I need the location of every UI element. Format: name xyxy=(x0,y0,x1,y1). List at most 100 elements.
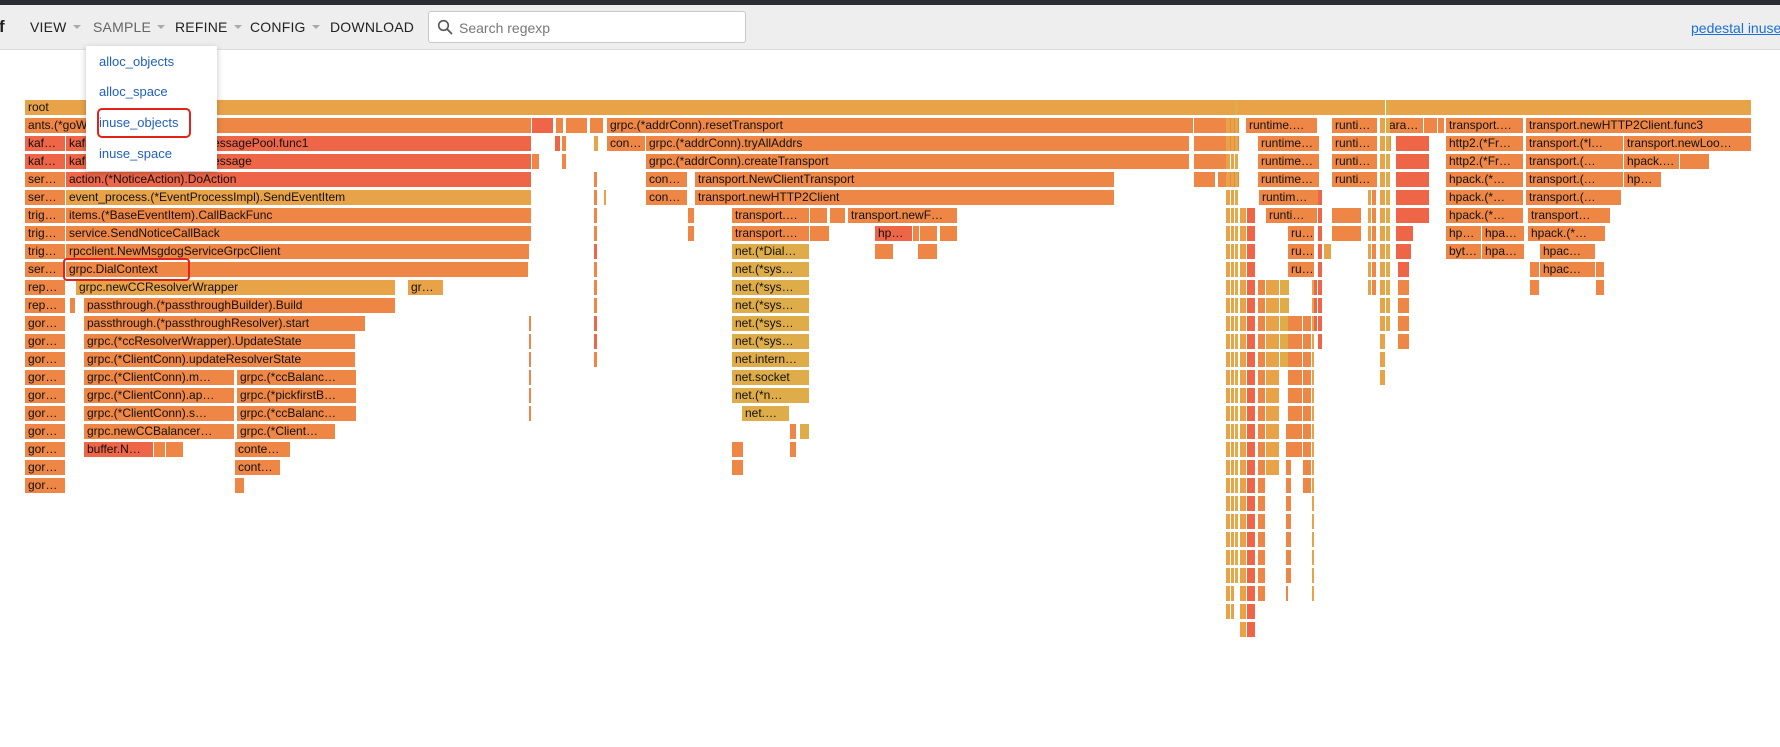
flame-frame[interactable] xyxy=(1303,424,1312,440)
flame-frame[interactable] xyxy=(1386,316,1390,332)
flame-frame[interactable]: transport.… xyxy=(732,208,810,224)
flame-frame[interactable] xyxy=(70,298,76,314)
flame-frame[interactable]: buffer.N… xyxy=(84,442,154,458)
flame-frame[interactable] xyxy=(1235,280,1238,296)
flame-frame[interactable] xyxy=(1318,334,1322,350)
flame-frame[interactable] xyxy=(1286,424,1288,440)
flame-frame[interactable] xyxy=(1288,442,1303,458)
flame-frame[interactable] xyxy=(1247,424,1256,440)
flame-frame[interactable] xyxy=(1312,532,1314,548)
flame-frame[interactable] xyxy=(1235,100,1238,116)
flame-frame[interactable] xyxy=(1226,262,1230,278)
menu-sample[interactable]: SAMPLE xyxy=(93,19,165,35)
flame-frame[interactable] xyxy=(1312,478,1314,494)
flame-frame[interactable] xyxy=(1231,136,1234,152)
flame-frame[interactable] xyxy=(1226,136,1230,152)
flame-frame[interactable]: ser… xyxy=(25,262,66,278)
flame-frame[interactable] xyxy=(1318,280,1322,296)
flame-frame[interactable] xyxy=(1226,388,1230,404)
flame-frame[interactable] xyxy=(1231,172,1234,188)
flame-frame[interactable]: service.SendNoticeCallBack xyxy=(66,226,532,242)
flame-frame[interactable] xyxy=(1240,550,1247,566)
flame-frame[interactable] xyxy=(1247,370,1256,386)
flame-frame[interactable] xyxy=(732,460,744,476)
flame-frame[interactable] xyxy=(1368,280,1371,296)
flame-frame[interactable] xyxy=(1231,154,1234,170)
flame-frame[interactable] xyxy=(1258,550,1266,566)
flame-frame[interactable] xyxy=(1286,568,1288,584)
flame-frame[interactable]: hp… xyxy=(1624,172,1662,188)
flame-frame[interactable] xyxy=(1231,442,1234,458)
flame-frame[interactable] xyxy=(594,244,597,260)
sample-option-inuse-objects[interactable]: inuse_objects xyxy=(99,115,179,130)
flame-frame[interactable] xyxy=(1398,262,1410,278)
flame-frame[interactable] xyxy=(1235,550,1238,566)
flame-frame[interactable] xyxy=(166,442,184,458)
flame-frame[interactable] xyxy=(1240,424,1247,440)
flame-frame[interactable]: gor… xyxy=(25,442,66,458)
flame-frame[interactable] xyxy=(1266,316,1280,332)
flame-frame[interactable]: net.(*sys… xyxy=(732,280,810,296)
flame-frame[interactable] xyxy=(1247,208,1256,224)
flame-frame[interactable] xyxy=(1240,370,1247,386)
flame-frame[interactable] xyxy=(1303,334,1312,350)
flame-frame[interactable]: gor… xyxy=(25,352,66,368)
flame-frame[interactable]: runtime.… xyxy=(1246,118,1318,134)
search-input[interactable] xyxy=(457,16,741,40)
flame-frame[interactable] xyxy=(1380,370,1386,386)
flame-frame[interactable]: transport.(… xyxy=(1526,190,1622,206)
flame-frame[interactable] xyxy=(1235,532,1238,548)
flame-frame[interactable]: gor… xyxy=(25,406,66,422)
flame-frame[interactable]: rep… xyxy=(25,280,66,296)
flame-frame[interactable]: gor… xyxy=(25,370,66,386)
flame-frame[interactable]: http2.(*Fr… xyxy=(1446,154,1524,170)
flame-frame[interactable] xyxy=(1226,190,1230,206)
flame-frame[interactable]: conte… xyxy=(235,442,291,458)
flame-frame[interactable] xyxy=(594,280,597,296)
search-box[interactable] xyxy=(428,11,746,43)
flame-frame[interactable]: runti… xyxy=(1332,154,1378,170)
flame-frame[interactable] xyxy=(1318,208,1322,224)
flame-frame[interactable]: grpc.(*ClientConn).m… xyxy=(84,370,235,386)
flame-frame[interactable] xyxy=(1226,532,1230,548)
flame-frame[interactable] xyxy=(1240,442,1247,458)
flame-frame[interactable] xyxy=(1235,370,1238,386)
flame-frame[interactable] xyxy=(1288,424,1303,440)
flame-frame[interactable] xyxy=(1440,118,1444,134)
flame-frame[interactable] xyxy=(1231,424,1234,440)
flame-frame[interactable]: ser… xyxy=(25,190,66,206)
flame-frame[interactable] xyxy=(532,154,540,170)
flame-frame[interactable]: gr… xyxy=(408,280,444,296)
flame-frame[interactable] xyxy=(1266,442,1280,458)
flame-frame[interactable] xyxy=(1380,334,1386,350)
flame-frame[interactable] xyxy=(1247,388,1256,404)
flame-frame[interactable] xyxy=(1288,370,1303,386)
flame-frame[interactable] xyxy=(1318,244,1322,260)
flame-frame[interactable]: net.(*Dial… xyxy=(732,244,810,260)
flame-frame[interactable] xyxy=(1530,280,1540,296)
flame-frame[interactable]: ser… xyxy=(25,172,66,188)
menu-config[interactable]: CONFIG xyxy=(250,19,320,35)
flame-frame[interactable]: grpc.(*ccBalanc… xyxy=(237,370,357,386)
flame-frame[interactable] xyxy=(1235,424,1238,440)
flame-frame[interactable]: grpc.(*ClientConn).updateResolverState xyxy=(84,352,356,368)
flame-frame[interactable] xyxy=(875,244,894,260)
flame-frame[interactable] xyxy=(1258,388,1266,404)
flame-frame[interactable]: grpc.(*Client… xyxy=(237,424,336,440)
flame-frame[interactable] xyxy=(1312,550,1314,566)
flame-frame[interactable]: grpc.(*ClientConn).s… xyxy=(84,406,235,422)
flame-frame[interactable]: runti… xyxy=(1266,208,1318,224)
flame-frame[interactable]: runti… xyxy=(1332,136,1378,152)
flame-frame[interactable] xyxy=(1231,586,1234,602)
flame-frame[interactable] xyxy=(1226,478,1230,494)
flame-frame[interactable] xyxy=(1226,568,1230,584)
flame-frame[interactable] xyxy=(1231,316,1234,332)
menu-download[interactable]: DOWNLOAD xyxy=(330,19,414,35)
flame-frame[interactable]: grpc.newCCBalancer… xyxy=(84,424,235,440)
flame-frame[interactable] xyxy=(1368,208,1371,224)
flame-frame[interactable] xyxy=(1288,352,1303,368)
flame-frame[interactable] xyxy=(1240,244,1247,260)
flame-frame[interactable] xyxy=(1247,586,1256,602)
flame-frame[interactable] xyxy=(1286,478,1288,494)
flame-frame[interactable] xyxy=(1194,154,1228,170)
